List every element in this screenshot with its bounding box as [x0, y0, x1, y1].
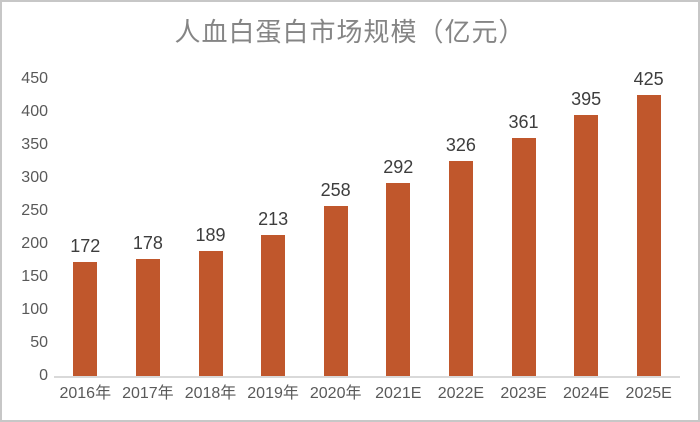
- y-tick-label: 250: [21, 202, 48, 219]
- bar-2025E: [636, 95, 661, 376]
- x-tick-label-2025E: 2025E: [625, 385, 672, 402]
- y-tick-label: 400: [21, 103, 48, 120]
- value-label-2020年: 258: [320, 180, 351, 200]
- x-tick-label-2018年: 2018年: [184, 385, 237, 402]
- bar-2022E: [448, 161, 473, 376]
- bar-2018年: [198, 251, 223, 376]
- y-tick-label: 0: [39, 367, 48, 384]
- y-tick-label: 350: [21, 136, 48, 153]
- bar-2017年: [135, 259, 160, 376]
- value-label-2025E: 425: [633, 69, 664, 89]
- y-tick-label: 150: [21, 268, 48, 285]
- x-tick-label-2017年: 2017年: [122, 385, 174, 402]
- x-tick-label-2023E: 2023E: [500, 385, 547, 402]
- x-tick-label-2022E: 2022E: [437, 385, 485, 402]
- y-tick-label: 50: [30, 334, 48, 351]
- bar-2019年: [261, 235, 286, 376]
- bar-2020年: [323, 206, 348, 376]
- value-label-2017年: 178: [132, 233, 163, 253]
- y-tick-label: 450: [21, 70, 48, 87]
- x-tick-label-2020年: 2020年: [309, 385, 362, 402]
- x-tick-label-2016年: 2016年: [59, 385, 112, 402]
- value-label-2023E: 361: [508, 112, 539, 132]
- bar-2023E: [511, 138, 536, 376]
- x-tick-label-2024E: 2024E: [562, 385, 610, 402]
- y-tick-label: 200: [21, 235, 48, 252]
- value-label-2022E: 326: [445, 135, 476, 155]
- bar-2024E: [574, 115, 599, 376]
- bar-2021E: [386, 183, 411, 376]
- value-label-2016年: 172: [70, 236, 101, 256]
- value-label-2018年: 189: [195, 225, 226, 245]
- x-tick-label-2019年: 2019年: [247, 385, 299, 402]
- y-tick-label: 100: [21, 301, 48, 318]
- value-label-2019年: 213: [258, 209, 289, 229]
- bar-2016年: [73, 262, 98, 376]
- x-tick-label-2021E: 2021E: [375, 385, 422, 402]
- value-label-2024E: 395: [571, 89, 602, 109]
- value-label-2021E: 292: [383, 157, 414, 177]
- y-tick-label: 300: [21, 169, 48, 186]
- chart-title: 人血白蛋白市场规模（亿元）: [174, 17, 526, 47]
- x-axis-line: [54, 376, 680, 378]
